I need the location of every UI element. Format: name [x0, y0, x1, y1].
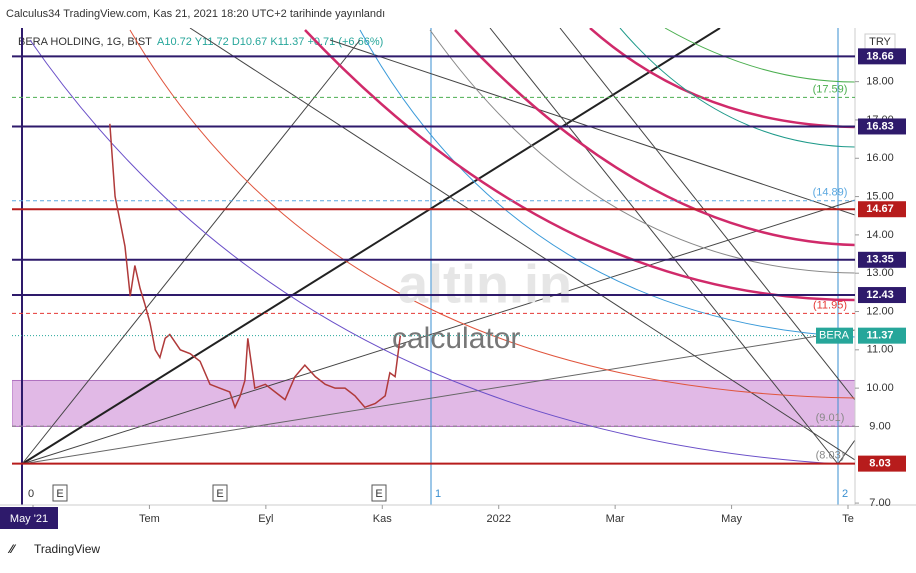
y-tick-label: 7.00	[869, 497, 890, 509]
gann-drawings	[21, 28, 855, 505]
marker-box	[52, 484, 68, 502]
x-tick-label: Eyl	[258, 513, 273, 525]
price-line	[109, 123, 402, 410]
marker: 0	[28, 488, 34, 500]
drawing-line	[21, 329, 855, 465]
gann-arc	[29, 39, 839, 465]
level-label: 16.83	[866, 120, 894, 132]
zone	[12, 379, 855, 427]
header: Calculus34 TradingView.com, Kas 21, 2021…	[6, 8, 385, 20]
gann-arc	[589, 28, 855, 129]
y-tick-label: 10.00	[866, 382, 894, 394]
drawing-line	[21, 199, 855, 465]
level-label-bg	[858, 118, 906, 135]
last-value-bg	[858, 327, 906, 344]
drawing-line	[189, 28, 855, 461]
ohlc: A10.72 Y11.72 D10.67 K11.37 +0.71 (+6.66…	[157, 36, 383, 48]
dashed-level-label: (11.95)	[813, 299, 847, 311]
level-label-bg	[858, 251, 906, 268]
watermark: calculator	[392, 322, 520, 355]
x-tick-label: May '21	[10, 513, 48, 525]
x-tick-highlight	[0, 507, 58, 529]
level-label-bg	[858, 48, 906, 65]
currency: TRY	[869, 36, 891, 48]
y-tick-label: 13.00	[866, 267, 894, 279]
footer-logo: ⁄⁄	[7, 542, 17, 556]
level-label: 18.66	[866, 50, 894, 62]
dashed-level-label: (8.03)	[816, 450, 845, 462]
y-tick-label: 16.00	[866, 152, 894, 164]
footer: TradingView	[34, 542, 100, 556]
marker: E	[216, 488, 223, 500]
drawing-line	[329, 39, 855, 216]
drawing-line	[837, 439, 855, 465]
x-tick-label: Te	[842, 513, 854, 525]
marker: E	[56, 488, 63, 500]
x-tick-label: 2022	[486, 513, 510, 525]
y-tick-label: 11.00	[867, 344, 894, 356]
dashed-level-label: (14.89)	[813, 187, 848, 199]
marker: E	[375, 488, 382, 500]
watermark: altin.in	[398, 254, 572, 314]
y-tick-label: 18.00	[866, 76, 894, 88]
level-label-bg	[858, 287, 906, 304]
x-tick-label: Mar	[606, 513, 625, 525]
x-tick-label: Kas	[373, 513, 392, 525]
level-label-bg	[858, 201, 906, 218]
level-label-bg	[858, 455, 906, 472]
plot-area	[12, 379, 855, 427]
y-tick-label: 15.00	[866, 190, 894, 202]
marker: 1	[435, 488, 441, 500]
gann-arc	[359, 29, 855, 338]
level-label: 14.67	[866, 203, 894, 215]
x-tick-label: Tem	[139, 513, 160, 525]
last-name-bg	[816, 327, 853, 344]
gann-arc	[429, 29, 855, 274]
dashed-level-label: (9.01)	[816, 412, 845, 424]
drawing-line	[489, 28, 839, 465]
gann-arc	[664, 28, 855, 83]
last-name: BERA	[819, 330, 850, 342]
level-label: 8.03	[869, 458, 890, 470]
x-tick-label: May	[721, 513, 742, 525]
drawing-line	[21, 39, 361, 465]
symbol: BERA HOLDING, 1G, BIST	[18, 36, 152, 48]
y-tick-label: 12.00	[866, 305, 894, 317]
marker-box	[371, 484, 387, 502]
y-tick-label: 9.00	[869, 420, 890, 432]
dashed-level-label: (17.59)	[813, 83, 848, 95]
marker: 2	[842, 488, 848, 500]
y-tick-label: 14.00	[866, 229, 894, 241]
level-label: 13.35	[866, 254, 894, 266]
drawing-line	[21, 28, 721, 465]
level-label: 12.43	[866, 289, 894, 301]
last-value: 11.37	[867, 330, 894, 342]
marker-box	[212, 484, 228, 502]
gann-arc	[454, 29, 855, 247]
